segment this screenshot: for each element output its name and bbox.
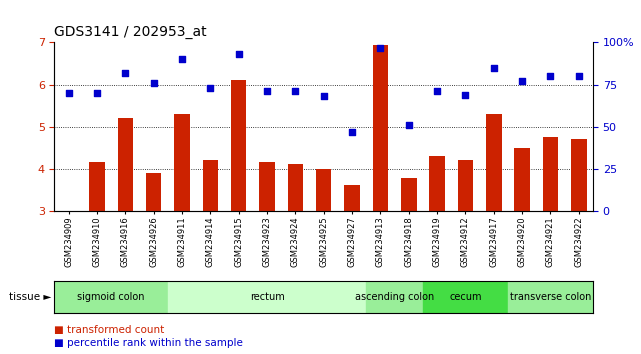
Bar: [203, 160, 218, 211]
Bar: [458, 160, 473, 211]
Point: [517, 78, 527, 84]
Bar: [117, 118, 133, 211]
Bar: [174, 114, 190, 211]
Point: [121, 70, 131, 76]
Bar: [508, 281, 593, 313]
Bar: [146, 173, 162, 211]
Point: [460, 92, 470, 97]
Bar: [372, 45, 388, 211]
Bar: [401, 178, 417, 211]
Point: [432, 88, 442, 94]
Point: [149, 80, 159, 86]
Text: rectum: rectum: [249, 292, 285, 302]
Text: sigmoid colon: sigmoid colon: [78, 292, 145, 302]
Bar: [486, 114, 501, 211]
Bar: [231, 80, 247, 211]
Bar: [423, 281, 508, 313]
Text: ■ percentile rank within the sample: ■ percentile rank within the sample: [54, 338, 244, 348]
Point: [319, 93, 329, 99]
Point: [347, 129, 357, 135]
Point: [262, 88, 272, 94]
Point: [375, 45, 385, 50]
Text: cecum: cecum: [449, 292, 481, 302]
Point: [488, 65, 499, 70]
Bar: [89, 162, 104, 211]
Bar: [429, 156, 445, 211]
Text: ascending colon: ascending colon: [355, 292, 434, 302]
Point: [92, 90, 102, 96]
Bar: [571, 139, 587, 211]
Bar: [54, 281, 168, 313]
Text: transverse colon: transverse colon: [510, 292, 591, 302]
Bar: [168, 281, 366, 313]
Text: tissue ►: tissue ►: [9, 292, 51, 302]
Point: [574, 73, 584, 79]
Bar: [288, 164, 303, 211]
Point: [177, 57, 187, 62]
Text: GDS3141 / 202953_at: GDS3141 / 202953_at: [54, 25, 207, 39]
Bar: [366, 281, 423, 313]
Bar: [543, 137, 558, 211]
Bar: [259, 162, 275, 211]
Point: [290, 88, 301, 94]
Bar: [344, 185, 360, 211]
Point: [63, 90, 74, 96]
Point: [233, 51, 244, 57]
Bar: [514, 148, 530, 211]
Text: ■ transformed count: ■ transformed count: [54, 325, 165, 335]
Bar: [316, 169, 331, 211]
Point: [545, 73, 556, 79]
Point: [404, 122, 414, 128]
Point: [205, 85, 215, 91]
